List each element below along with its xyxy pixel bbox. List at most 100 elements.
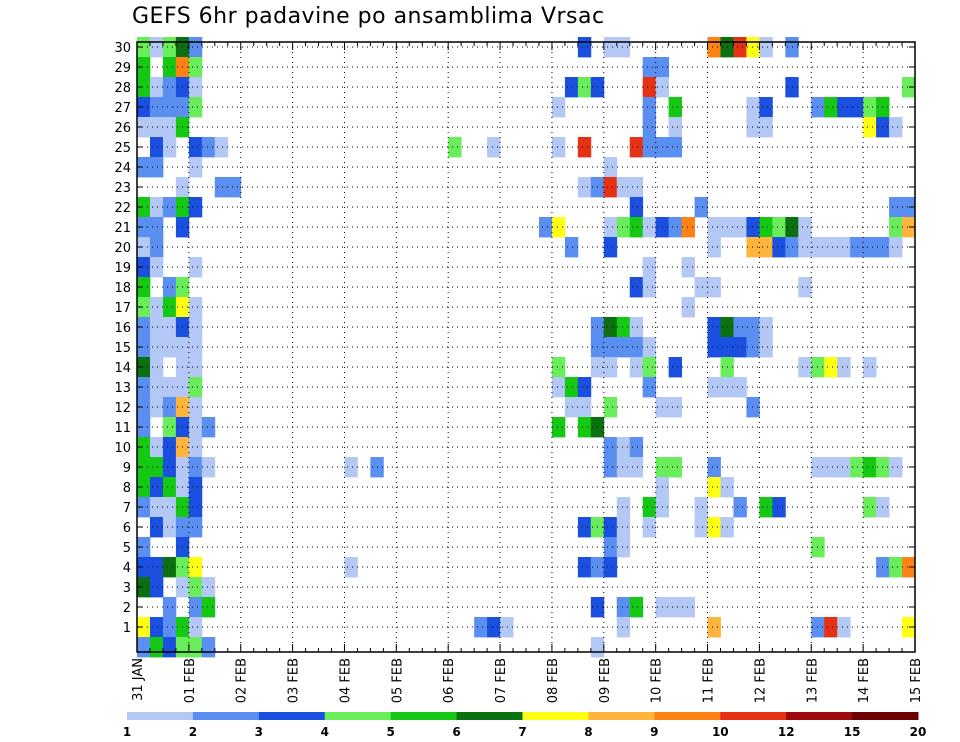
heatmap-cell [577,517,592,538]
heatmap-cell [188,457,203,478]
heatmap-cell [902,217,916,238]
heatmap-cell [642,137,657,158]
heatmap-cells [137,37,916,658]
y-tick-label: 6 [123,521,131,536]
colorbar-swatch [852,712,919,720]
heatmap-cell [137,317,151,338]
y-tick-label: 24 [114,161,131,176]
heatmap-cell [629,177,644,198]
heatmap-cell [162,637,177,658]
y-tick-label: 14 [114,361,131,376]
heatmap-cell [668,357,682,378]
heatmap-cell [798,357,812,378]
x-tick-label: 11 FEB [702,658,717,703]
heatmap-cell [642,357,657,378]
heatmap-cell [162,597,177,618]
colorbar-label: 8 [584,725,592,739]
heatmap-cell [707,217,721,238]
heatmap-cell [746,337,760,358]
heatmap-cell [137,217,151,238]
heatmap-cell [201,637,216,658]
x-tick-label: 09 FEB [598,658,613,703]
heatmap-cell [668,117,682,138]
heatmap-cell [603,397,618,418]
heatmap-cell [837,97,851,118]
heatmap-cell [162,77,177,98]
heatmap-cell [824,357,838,378]
y-tick-label: 16 [114,321,131,336]
heatmap-cell [137,617,151,638]
heatmap-cell [694,517,708,538]
heatmap-cell [214,177,229,198]
heatmap-cell [149,297,164,318]
heatmap-cell [824,617,838,638]
heatmap-cell [162,57,177,78]
y-tick-label: 30 [114,41,131,56]
heatmap-cell [863,237,877,258]
x-tick-label: 31 JAN [131,658,146,701]
y-tick-label: 27 [114,101,131,116]
y-tick-label: 21 [114,221,131,236]
heatmap-cell [149,137,164,158]
heatmap-cell [746,317,760,338]
x-tick-label: 12 FEB [753,658,768,703]
heatmap-cell [603,177,618,198]
heatmap-cell [188,417,203,438]
heatmap-cell [616,597,631,618]
heatmap-cell [188,157,203,178]
heatmap-cell [759,237,773,258]
x-tick-label: 14 FEB [857,658,872,703]
heatmap-cell [889,237,903,258]
heatmap-cell [564,397,579,418]
heatmap-cell [577,37,592,58]
heatmap-cell [137,237,151,258]
heatmap-cell [137,297,151,318]
x-tick-label: 07 FEB [494,658,509,703]
heatmap-cell [733,37,747,58]
colorbar-swatch [522,712,589,720]
heatmap-cell [707,337,721,358]
heatmap-cell [616,317,631,338]
heatmap-cell [707,477,721,498]
heatmap-cell [577,77,592,98]
heatmap-cell [162,397,177,418]
heatmap-cell [798,217,812,238]
heatmap-cell [162,297,177,318]
heatmap-cell [214,137,229,158]
heatmap-cell [188,397,203,418]
heatmap-cell [707,317,721,338]
colorbar-swatch [786,712,853,720]
colorbar: 1 2 3 4 5 6 7 8 9 10 12 15 20 [123,712,926,739]
heatmap-cell [616,37,631,58]
heatmap-cell [759,337,773,358]
heatmap-cell [603,437,618,458]
heatmap-cell [137,437,151,458]
x-tick-label: 01 FEB [183,658,198,703]
heatmap-cell [188,477,203,498]
colorbar-label: 9 [650,725,658,739]
heatmap-cell [149,577,164,598]
heatmap-cell [149,197,164,218]
y-axis: 1234567891011121314151617181920212223242… [114,41,915,636]
heatmap-cell [149,237,164,258]
heatmap-cell [642,377,657,398]
heatmap-cell [850,237,864,258]
heatmap-cell [551,357,566,378]
colorbar-swatch [192,712,260,720]
heatmap-cell [162,517,177,538]
x-tick-label: 03 FEB [287,658,302,703]
heatmap-cell [707,617,721,638]
heatmap-cell [538,217,553,238]
heatmap-cell [590,637,605,658]
heatmap-cell [188,137,203,158]
heatmap-cell [733,497,747,518]
heatmap-cell [603,457,618,478]
heatmap-cell [188,57,203,78]
colorbar-swatch [456,712,523,720]
heatmap-cell [746,97,760,118]
heatmap-cell [162,617,177,638]
heatmap-cell [577,397,592,418]
heatmap-cell [616,437,631,458]
heatmap-cell [162,457,177,478]
